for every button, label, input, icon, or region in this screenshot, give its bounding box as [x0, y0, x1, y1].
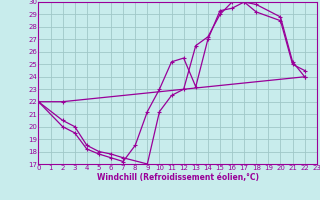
X-axis label: Windchill (Refroidissement éolien,°C): Windchill (Refroidissement éolien,°C): [97, 173, 259, 182]
